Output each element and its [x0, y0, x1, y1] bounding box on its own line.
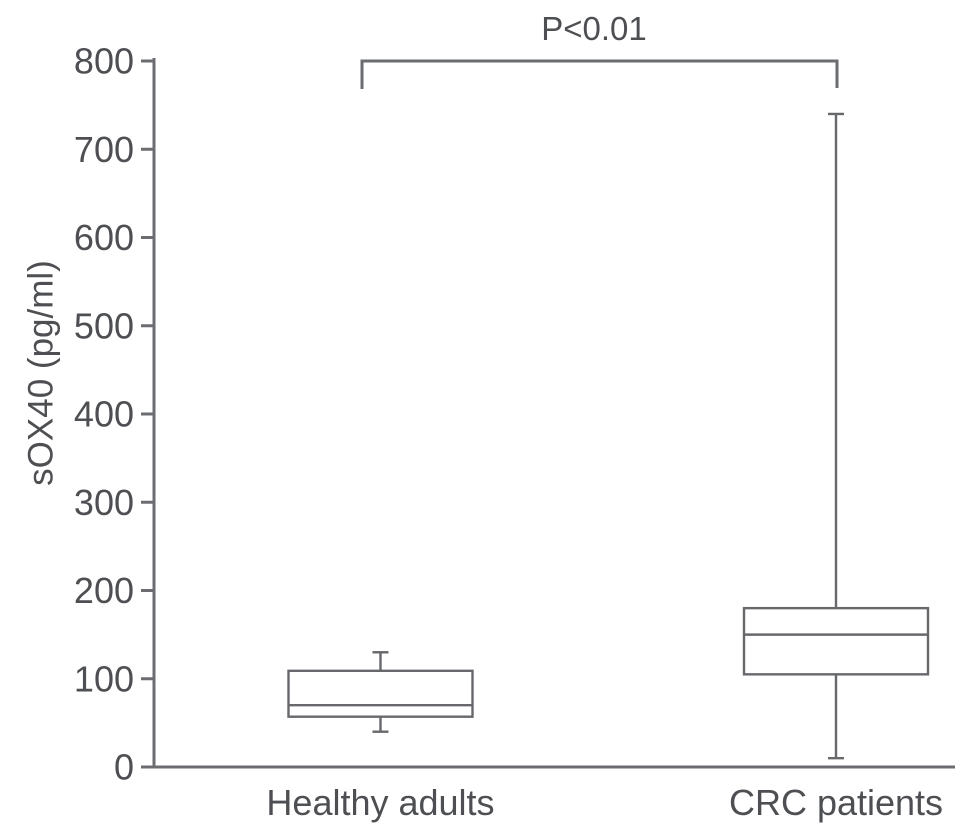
- significance-bracket: [360, 59, 839, 89]
- y-tick-label: 400: [74, 394, 134, 435]
- y-tick-label: 800: [74, 41, 134, 82]
- category-label: Healthy adults: [266, 782, 494, 823]
- y-tick-label: 700: [74, 129, 134, 170]
- category-label: CRC patients: [729, 782, 943, 823]
- y-tick-label: 300: [74, 482, 134, 523]
- y-tick-label: 600: [74, 217, 134, 258]
- y-tick-label: 100: [74, 658, 134, 699]
- iqr-box: [742, 606, 930, 676]
- iqr-box: [287, 669, 474, 718]
- p-value-label: P<0.01: [541, 10, 647, 47]
- y-axis-title: sOX40 (pg/ml): [22, 260, 61, 486]
- y-tick-label: 500: [74, 305, 134, 346]
- y-tick-label: 200: [74, 570, 134, 611]
- y-tick-label: 0: [114, 747, 134, 788]
